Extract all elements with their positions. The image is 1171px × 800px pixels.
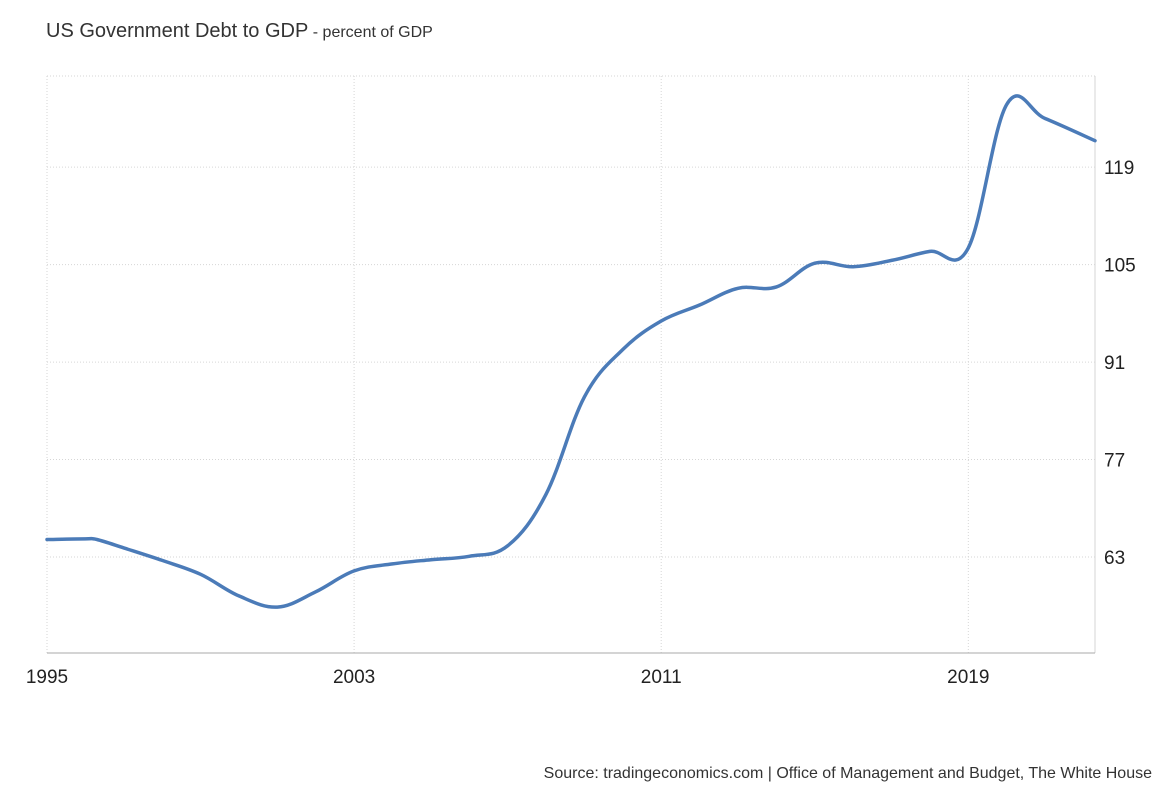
y-tick-label: 105 <box>1104 256 1136 277</box>
series-line <box>45 94 1097 609</box>
chart-title-row: US Government Debt to GDP - percent of G… <box>46 20 433 43</box>
series-layer <box>45 94 1097 609</box>
y-tick-label: 119 <box>1104 158 1134 179</box>
grid-layer <box>46 75 1095 653</box>
tick-label-layer: 63 77 91 105 119 1995 2003 2011 2019 <box>26 158 1136 688</box>
y-tick-label: 91 <box>1104 353 1125 374</box>
axis-layer <box>47 76 1096 654</box>
title-separator: - <box>308 24 323 41</box>
chart-subtitle: percent of GDP <box>322 24 433 41</box>
x-tick-label: 2011 <box>641 667 682 688</box>
y-tick-label: 63 <box>1104 548 1125 569</box>
chart-title: US Government Debt to GDP <box>46 20 309 42</box>
x-tick-label: 1995 <box>26 667 68 688</box>
y-tick-label: 77 <box>1104 451 1125 472</box>
x-tick-label: 2019 <box>947 667 989 688</box>
source-attribution: Source: tradingeconomics.com | Office of… <box>543 765 1152 782</box>
x-tick-label: 2003 <box>333 667 375 688</box>
